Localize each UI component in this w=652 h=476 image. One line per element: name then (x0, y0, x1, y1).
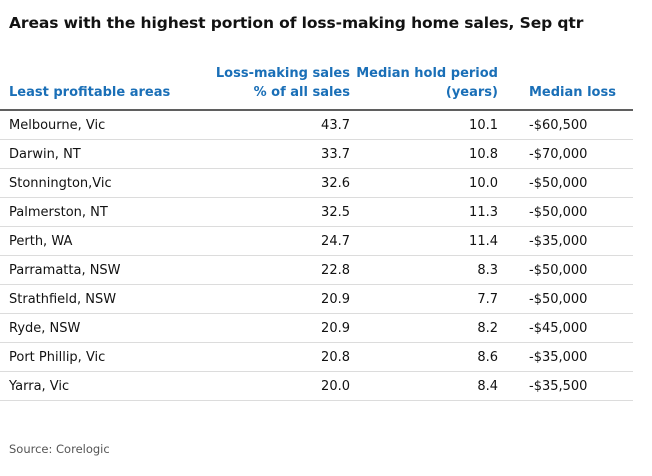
loss-pct-cell: 22.8 (209, 255, 350, 285)
area-cell: Darwin, NT (0, 139, 209, 169)
loss-pct-cell: 20.0 (209, 371, 350, 401)
area-cell: Port Phillip, Vic (0, 342, 209, 372)
median-loss-cell: -$60,500 (498, 110, 633, 140)
hold-period-cell: 10.0 (350, 168, 498, 198)
hold-period-cell: 10.1 (350, 110, 498, 140)
median-loss-cell: -$70,000 (498, 139, 633, 169)
hold-period-cell: 8.2 (350, 313, 498, 343)
table-row: Yarra, Vic 20.0 8.4 -$35,500 (0, 371, 633, 401)
table-row: Perth, WA 24.7 11.4 -$35,000 (0, 226, 633, 256)
area-cell: Palmerston, NT (0, 197, 209, 227)
hold-period-cell: 10.8 (350, 139, 498, 169)
area-cell: Ryde, NSW (0, 313, 209, 343)
loss-pct-cell: 43.7 (209, 110, 350, 140)
median-loss-cell: -$45,000 (498, 313, 633, 343)
area-cell: Strathfield, NSW (0, 284, 209, 314)
table-row: Palmerston, NT 32.5 11.3 -$50,000 (0, 197, 633, 227)
loss-pct-cell: 20.9 (209, 284, 350, 314)
hold-period-cell: 8.4 (350, 371, 498, 401)
column-header-area: Least profitable areas (0, 64, 209, 111)
table-row: Strathfield, NSW 20.9 7.7 -$50,000 (0, 284, 633, 314)
hold-period-cell: 11.3 (350, 197, 498, 227)
loss-pct-cell: 32.5 (209, 197, 350, 227)
loss-making-sales-table: Least profitable areas Loss-making sales… (0, 64, 633, 401)
loss-pct-cell: 33.7 (209, 139, 350, 169)
median-loss-cell: -$35,500 (498, 371, 633, 401)
table-row: Port Phillip, Vic 20.8 8.6 -$35,000 (0, 342, 633, 372)
loss-pct-cell: 24.7 (209, 226, 350, 256)
median-loss-cell: -$50,000 (498, 284, 633, 314)
source-note: Source: Corelogic (9, 442, 110, 456)
table-row: Parramatta, NSW 22.8 8.3 -$50,000 (0, 255, 633, 285)
median-loss-cell: -$50,000 (498, 168, 633, 198)
table-header-row: Least profitable areas Loss-making sales… (0, 64, 633, 111)
median-loss-cell: -$50,000 (498, 255, 633, 285)
loss-pct-cell: 32.6 (209, 168, 350, 198)
median-loss-cell: -$35,000 (498, 342, 633, 372)
area-cell: Parramatta, NSW (0, 255, 209, 285)
table-row: Darwin, NT 33.7 10.8 -$70,000 (0, 139, 633, 169)
column-header-loss-pct: Loss-making sales % of all sales (209, 64, 350, 111)
hold-period-cell: 7.7 (350, 284, 498, 314)
column-header-hold-period: Median hold period (years) (350, 64, 498, 111)
table-row: Melbourne, Vic 43.7 10.1 -$60,500 (0, 110, 633, 140)
area-cell: Stonnington,Vic (0, 168, 209, 198)
column-header-median-loss: Median loss (498, 64, 633, 111)
table-body: Melbourne, Vic 43.7 10.1 -$60,500 Darwin, NT… (0, 110, 633, 401)
hold-period-cell: 11.4 (350, 226, 498, 256)
table-title: Areas with the highest portion of loss-m… (9, 14, 584, 32)
table-row: Stonnington,Vic 32.6 10.0 -$50,000 (0, 168, 633, 198)
median-loss-cell: -$35,000 (498, 226, 633, 256)
loss-pct-cell: 20.8 (209, 342, 350, 372)
hold-period-cell: 8.3 (350, 255, 498, 285)
hold-period-cell: 8.6 (350, 342, 498, 372)
median-loss-cell: -$50,000 (498, 197, 633, 227)
area-cell: Melbourne, Vic (0, 110, 209, 140)
loss-pct-cell: 20.9 (209, 313, 350, 343)
table-row: Ryde, NSW 20.9 8.2 -$45,000 (0, 313, 633, 343)
area-cell: Yarra, Vic (0, 371, 209, 401)
area-cell: Perth, WA (0, 226, 209, 256)
